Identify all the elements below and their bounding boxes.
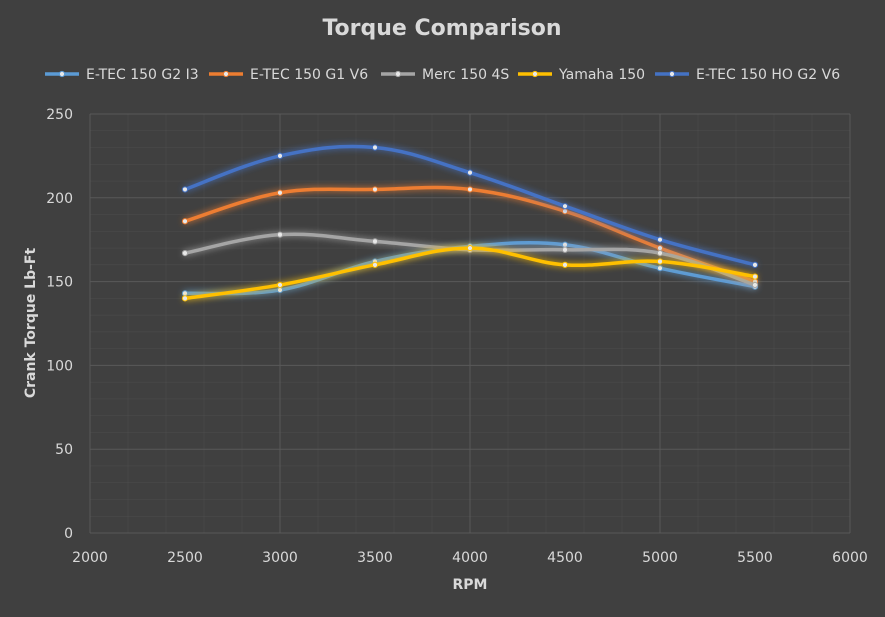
data-point (466, 186, 474, 193)
x-tick-label: 6000 (832, 550, 868, 566)
y-tick-label: 150 (46, 275, 73, 291)
data-point (466, 169, 474, 176)
chart-title: Torque Comparison (322, 16, 561, 41)
data-point (371, 144, 379, 151)
y-tick-label: 250 (46, 107, 73, 123)
legend-marker (668, 70, 676, 78)
data-point (656, 265, 664, 272)
legend-item: E-TEC 150 G2 I3 (45, 67, 199, 83)
legend-label: E-TEC 150 G2 I3 (86, 67, 199, 83)
data-point (561, 208, 569, 215)
data-point (656, 250, 664, 257)
data-point (656, 236, 664, 243)
legend-label: Merc 150 4S (422, 67, 509, 83)
x-tick-label: 4000 (452, 550, 488, 566)
data-point (371, 238, 379, 245)
data-point (561, 261, 569, 268)
legend-item: Yamaha 150 (518, 67, 645, 83)
data-point (371, 186, 379, 193)
data-point (276, 281, 284, 289)
data-point (276, 152, 284, 159)
legend-marker (58, 70, 66, 78)
series-lines (181, 144, 759, 302)
x-tick-label: 3500 (357, 550, 393, 566)
data-point (751, 273, 759, 280)
x-tick-label: 3000 (262, 550, 298, 566)
data-point (561, 203, 569, 210)
series-4 (181, 144, 759, 268)
x-tick-label: 2500 (167, 550, 203, 566)
legend-label: Yamaha 150 (558, 67, 645, 83)
data-point (371, 261, 379, 268)
x-tick-label: 4500 (547, 550, 583, 566)
y-axis-title: Crank Torque Lb-Ft (23, 248, 39, 399)
y-tick-label: 200 (46, 191, 73, 207)
data-point (181, 218, 189, 225)
y-tick-label: 0 (64, 526, 73, 542)
x-axis-ticks: 2000 2500 3000 3500 4000 4500 5000 5500 6000 (72, 550, 868, 566)
data-point (656, 244, 664, 252)
data-point (561, 241, 569, 248)
x-tick-label: 5500 (737, 550, 773, 566)
data-point (276, 189, 284, 196)
legend-item: Merc 150 4S (381, 67, 509, 83)
x-tick-label: 5000 (642, 550, 678, 566)
legend-label: E-TEC 150 G1 V6 (250, 67, 368, 83)
data-point (276, 286, 284, 294)
legend-marker (531, 70, 539, 78)
data-point (466, 244, 474, 252)
legend-marker (222, 70, 230, 78)
y-tick-label: 100 (46, 358, 73, 374)
legend-item: E-TEC 150 G1 V6 (209, 67, 368, 83)
legend-item: E-TEC 150 HO G2 V6 (655, 67, 840, 83)
series-3 (181, 244, 759, 302)
x-axis-title: RPM (453, 577, 488, 593)
data-point (751, 261, 759, 268)
data-point (561, 246, 569, 253)
legend-marker (394, 70, 402, 78)
data-point (181, 290, 189, 297)
data-point (751, 281, 759, 289)
x-tick-label: 2000 (72, 550, 108, 566)
legend-label: E-TEC 150 HO G2 V6 (696, 67, 840, 83)
y-axis-ticks: 0 50 100 150 200 250 (46, 107, 73, 542)
data-point (276, 231, 284, 238)
data-point (656, 258, 664, 265)
data-point (181, 186, 189, 193)
gridlines (89, 113, 851, 534)
legend: E-TEC 150 G2 I3 E-TEC 150 G1 V6 Merc 150 4… (45, 67, 840, 83)
data-point (181, 295, 189, 302)
y-tick-label: 50 (55, 442, 73, 458)
data-point (181, 250, 189, 257)
